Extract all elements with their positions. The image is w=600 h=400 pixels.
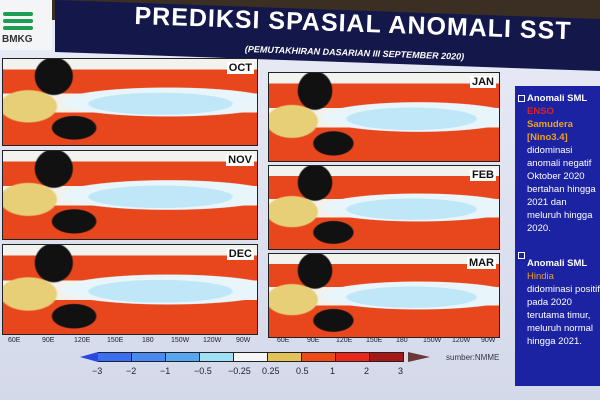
item-region: Hindia bbox=[527, 271, 554, 282]
axis-tick: 90E bbox=[42, 337, 55, 344]
axis-tick: 60E bbox=[277, 337, 290, 344]
axis-tick: 120E bbox=[336, 337, 353, 344]
colorbar-max-arrow bbox=[408, 352, 430, 362]
axis-tick: 90E bbox=[307, 337, 320, 344]
map-label: DEC bbox=[226, 248, 254, 260]
colorbar-label: −3 bbox=[92, 366, 103, 376]
colorbar-label: 0.5 bbox=[296, 366, 309, 376]
map-oct: OCT bbox=[2, 58, 258, 146]
colorbar-label: 2 bbox=[364, 366, 370, 376]
colorbar-segment bbox=[200, 352, 234, 362]
colorbar-label: −2 bbox=[126, 366, 137, 376]
source-note: sumber:NMME bbox=[446, 353, 500, 362]
checkbox-icon bbox=[518, 95, 525, 102]
colorbar bbox=[98, 352, 404, 362]
colorbar-segment bbox=[336, 352, 370, 362]
map-dec: DEC bbox=[2, 244, 258, 335]
colorbar-min-arrow bbox=[80, 352, 98, 362]
map-label: MAR bbox=[466, 257, 496, 269]
map-nov: NOV bbox=[2, 150, 258, 240]
colorbar-segment bbox=[302, 352, 336, 362]
axis-tick: 180 bbox=[396, 337, 408, 344]
axis-tick: 150E bbox=[366, 337, 383, 344]
sidebar-item-hindia: Anomali SML Hindia didominasi positif pada… bbox=[527, 257, 600, 348]
axis-tick: 60E bbox=[8, 337, 21, 344]
axis-tick: 120W bbox=[203, 337, 222, 344]
map-label: OCT bbox=[226, 62, 254, 74]
colorbar-segment bbox=[234, 352, 268, 362]
colorbar-segment bbox=[268, 352, 302, 362]
colorbar-label: 3 bbox=[398, 366, 404, 376]
colorbar-segment bbox=[98, 352, 132, 362]
item-heading: Anomali SML bbox=[527, 93, 588, 104]
item-heading: Anomali SML bbox=[527, 258, 588, 269]
axis-tick: 150W bbox=[171, 337, 190, 344]
item-body: didominasi anomali negatif Oktober 2020 … bbox=[527, 145, 596, 234]
map-feb: FEB bbox=[268, 165, 500, 250]
colorbar-label: 1 bbox=[330, 366, 336, 376]
axis-tick: 150E bbox=[107, 337, 124, 344]
item-body: didominasi positif pada 2020 terutama ti… bbox=[527, 284, 600, 347]
colorbar-label: −1 bbox=[160, 366, 171, 376]
checkbox-icon bbox=[518, 252, 525, 259]
map-label: FEB bbox=[470, 169, 496, 181]
item-nino: [Nino3.4] bbox=[527, 132, 568, 143]
map-label: NOV bbox=[226, 154, 254, 166]
axis-tick: 90W bbox=[236, 337, 251, 344]
colorbar-label: 0.25 bbox=[262, 366, 280, 376]
map-jan: JAN bbox=[268, 72, 500, 162]
sidebar-item-enso: Anomali SML ENSO Samudera [Nino3.4] didomin… bbox=[527, 92, 600, 235]
logo-text: BMKG bbox=[2, 34, 33, 45]
axis-tick: 120E bbox=[74, 337, 91, 344]
axis-tick: 180 bbox=[142, 337, 154, 344]
colorbar-label: −0.5 bbox=[194, 366, 212, 376]
colorbar-label: −0.25 bbox=[228, 366, 251, 376]
sidebar-panel: Anomali SML ENSO Samudera [Nino3.4] didomin… bbox=[515, 86, 600, 386]
colorbar-segment bbox=[166, 352, 200, 362]
item-enso: ENSO bbox=[527, 106, 554, 117]
colorbar-segment bbox=[370, 352, 404, 362]
axis-tick: 150W bbox=[423, 337, 442, 344]
axis-tick: 90W bbox=[481, 337, 496, 344]
bmkg-logo: BMKG bbox=[0, 0, 52, 50]
axis-tick: 120W bbox=[452, 337, 471, 344]
colorbar-segment bbox=[132, 352, 166, 362]
item-region: Samudera bbox=[527, 119, 573, 130]
map-mar: MAR bbox=[268, 253, 500, 338]
map-label: JAN bbox=[469, 76, 496, 88]
